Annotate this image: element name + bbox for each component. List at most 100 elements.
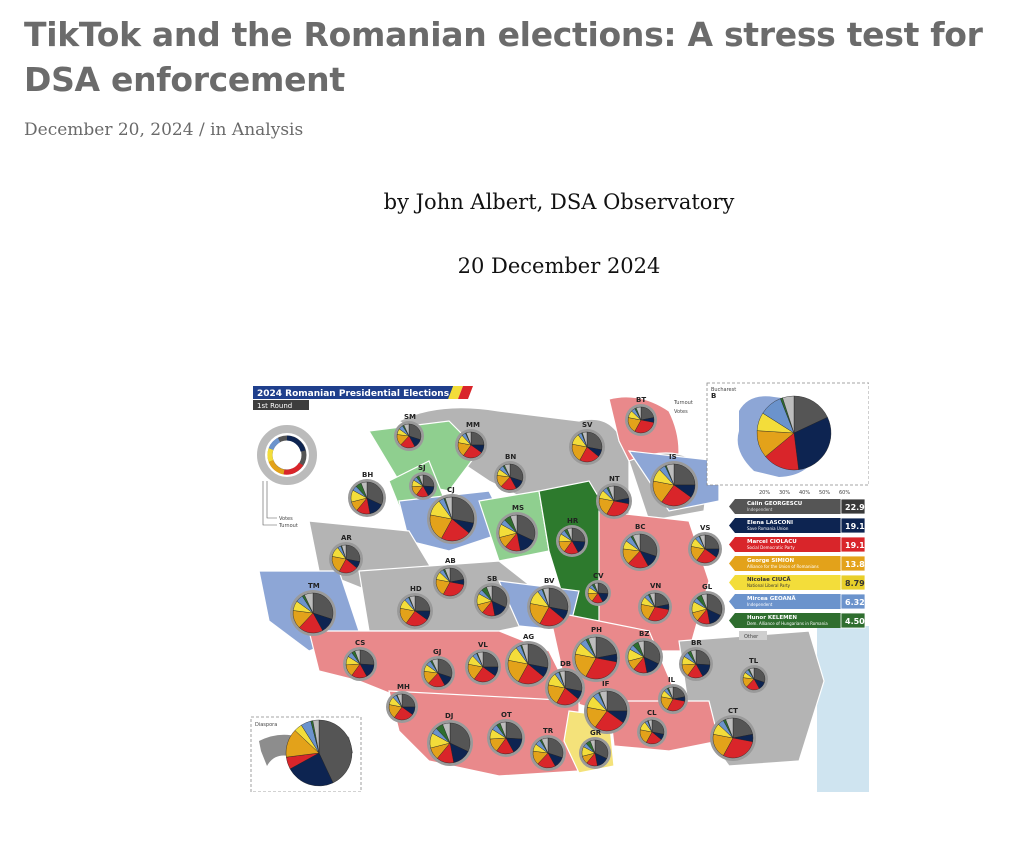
pie-nt	[596, 483, 632, 519]
pie-bh-slice	[366, 481, 384, 506]
pie-diaspora-slice	[289, 752, 334, 787]
county-label-ph: PH	[591, 626, 602, 634]
pie-bucharest-slice	[793, 395, 828, 434]
bucharest-inset: Bucharest B	[706, 382, 869, 486]
byline: by John Albert, DSA Observatory	[383, 190, 735, 214]
pie-mh	[386, 691, 418, 723]
pie-tr-slice	[541, 737, 549, 754]
pie-il	[658, 684, 688, 714]
pie-bc	[620, 531, 660, 571]
legend-bar	[729, 518, 841, 533]
legend-candidate-party: Social Democratic Party	[747, 545, 795, 550]
legend-bar	[729, 499, 841, 514]
pie-gj-slice	[431, 658, 439, 674]
pie-bucharest-slice	[782, 395, 795, 434]
pie-ph-slice	[588, 636, 597, 659]
election-map-figure: SM MM SV BT BH SJ BN IS CJ NT MS HR BC VS AR AB SB CV TM HD…	[249, 381, 869, 792]
pie-ag-slice	[521, 643, 529, 665]
pie-vl	[465, 649, 501, 685]
pie-vn	[638, 590, 672, 624]
county-label-is: IS	[669, 453, 677, 461]
county-label-vn: VN	[650, 582, 661, 590]
county-label-mh: MH	[397, 683, 410, 691]
legend-other-chip	[739, 631, 767, 640]
pie-cj-slice	[444, 496, 453, 520]
pie-is-slice	[673, 463, 696, 486]
pie-hd-slice	[409, 595, 416, 612]
legend-votes-label: Votes	[279, 516, 293, 522]
pie-ms	[496, 512, 538, 554]
post-meta: December 20, 2024 / in Analysis	[24, 120, 303, 140]
legend-turnout-label: Turnout	[278, 523, 298, 529]
county-label-dj: DJ	[445, 712, 453, 720]
legend-candidate-party: Independent	[747, 602, 773, 607]
pie-if-slice	[594, 710, 624, 732]
pie-gr-slice	[589, 739, 596, 754]
legend-candidate-party: Independent	[747, 507, 773, 512]
county-label-nt: NT	[609, 475, 620, 483]
legend-candidate-name: Marcel CIOLACU	[747, 539, 797, 545]
pie-bucharest	[756, 395, 832, 471]
county-label-cv: CV	[593, 572, 604, 580]
pie-tr	[530, 735, 566, 771]
pie-tm-slice	[312, 592, 334, 620]
diaspora-inset: Diaspora	[250, 716, 362, 792]
pie-ms-slice	[516, 514, 536, 541]
pie-bz-slice	[643, 640, 661, 665]
legend-candidate-value: 4.50	[845, 617, 865, 626]
pie-diaspora-slice	[318, 719, 353, 784]
category-link[interactable]: Analysis	[231, 120, 304, 140]
pie-bv	[527, 585, 571, 629]
pie-ag	[505, 641, 551, 687]
diaspora-pie	[285, 719, 353, 787]
pie-bh	[348, 479, 386, 517]
county-label-bt: BT	[636, 396, 646, 404]
bucharest-code: B	[711, 392, 716, 400]
county-label-bc: BC	[635, 523, 645, 531]
pie-cj-slice	[451, 496, 475, 524]
county-label-gr: GR	[590, 729, 602, 737]
pie-il-slice	[668, 686, 674, 700]
pie-bh-slice	[360, 481, 368, 499]
post-meta-separator: / in	[198, 120, 227, 140]
pie-tl-slice	[749, 667, 755, 680]
county-label-vs: VS	[700, 524, 710, 532]
county-label-sj: SJ	[418, 464, 426, 472]
axis-tick-label: 30%	[779, 490, 790, 496]
pie-tm-slice	[304, 592, 314, 614]
county-label-mm: MM	[466, 421, 480, 429]
pie-mm	[455, 429, 487, 461]
legend-candidate-value: 22.94	[845, 503, 869, 512]
pie-tl	[740, 665, 768, 693]
pie-ag-slice	[527, 643, 549, 668]
county-label-db: DB	[560, 660, 571, 668]
legend-bar	[729, 575, 841, 590]
county-label-ct: CT	[728, 707, 738, 715]
pie-gr	[579, 737, 611, 769]
pie-ot-slice	[499, 721, 507, 739]
pie-bz	[625, 638, 663, 676]
pie-vn-slice	[647, 606, 669, 622]
pie-tr-slice	[547, 737, 564, 758]
pie-gl-slice	[701, 593, 708, 610]
pie-ab-slice	[444, 567, 451, 583]
county-label-ag: AG	[523, 633, 534, 641]
pie-nt-slice	[608, 485, 615, 502]
pie-cl-slice	[648, 719, 653, 733]
pie-vl-slice	[477, 651, 484, 668]
pie-sm	[394, 421, 424, 451]
legend-candidate-party: National Liberal Party	[747, 583, 791, 588]
pie-bn-slice	[504, 463, 511, 478]
pie-nt-slice	[606, 500, 629, 517]
pie-ab-slice	[442, 581, 464, 597]
axis-tick-label: 40%	[799, 490, 810, 496]
county-label-hd: HD	[410, 585, 422, 593]
pie-sv	[569, 429, 605, 465]
pie-bn-slice	[509, 463, 524, 482]
pie-bt-slice	[634, 419, 655, 434]
